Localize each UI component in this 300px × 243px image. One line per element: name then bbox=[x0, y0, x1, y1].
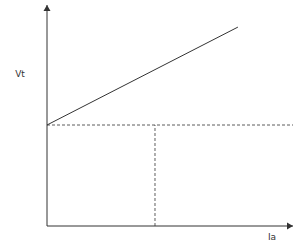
x-label: Ia bbox=[268, 232, 276, 242]
y-label: Vt bbox=[15, 69, 25, 79]
plot-area bbox=[47, 27, 293, 226]
line bbox=[47, 27, 238, 125]
x-axis bbox=[47, 226, 293, 227]
y-arrow bbox=[44, 5, 51, 11]
dashed-line bbox=[47, 125, 293, 126]
x-arrow bbox=[287, 223, 293, 230]
y-axis bbox=[47, 5, 48, 226]
chart: Vt Ia bbox=[0, 0, 300, 243]
dashed-line bbox=[154, 125, 155, 226]
